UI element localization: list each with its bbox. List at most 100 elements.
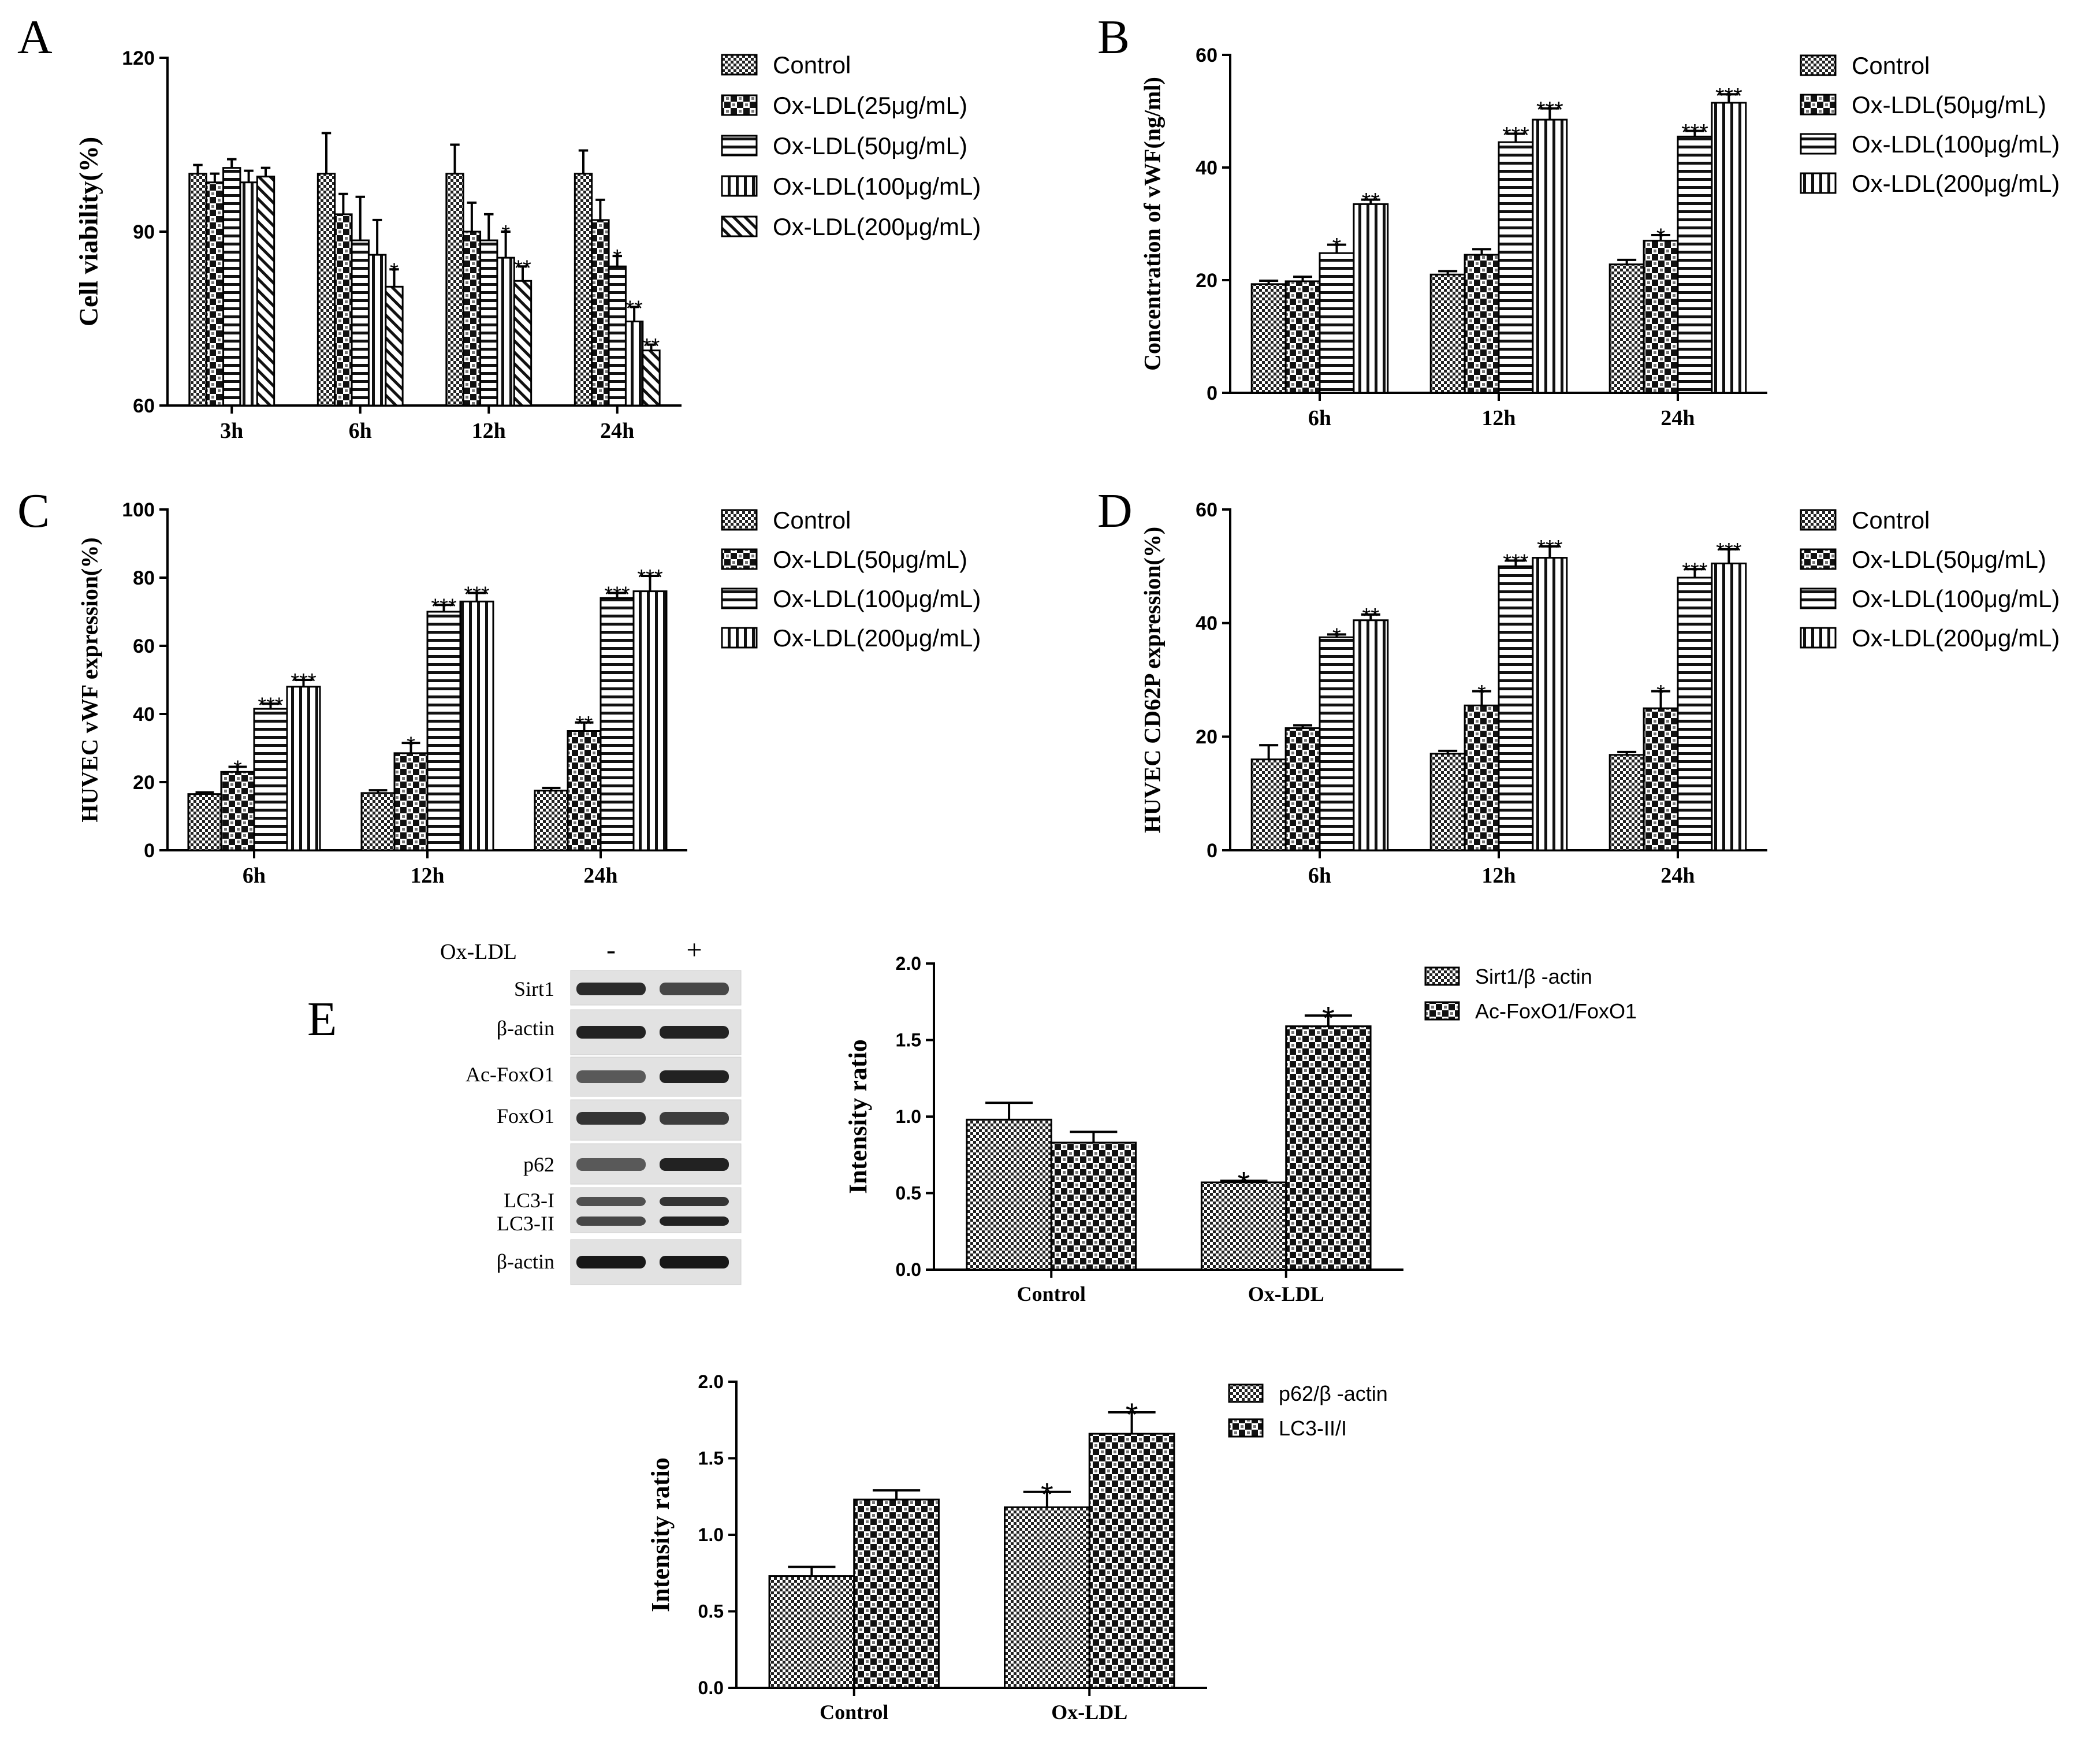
legend-swatch — [721, 135, 758, 157]
legend-label: LC3-II/I — [1279, 1416, 1347, 1440]
bar — [426, 611, 461, 851]
blot-band — [660, 1256, 729, 1268]
significance-marker: ** — [1362, 189, 1380, 214]
y-tick-label: 80 — [133, 567, 155, 589]
x-tick-label: 24h — [1660, 864, 1695, 888]
bar — [1284, 727, 1321, 851]
bar — [1250, 283, 1287, 394]
y-tick-label: 2.0 — [698, 1371, 724, 1392]
bar — [459, 600, 494, 851]
blot-row-label: LC3-II — [497, 1212, 554, 1235]
x-tick-label: 24h — [600, 419, 634, 443]
significance-marker: *** — [1537, 536, 1563, 560]
bar — [239, 181, 258, 407]
legend-label: Ac-FoxO1/FoxO1 — [1475, 999, 1637, 1023]
blot-band — [576, 1026, 646, 1039]
x-tick-label: Control — [820, 1701, 888, 1724]
blot-row-label: p62 — [523, 1153, 554, 1176]
bar — [1608, 263, 1645, 394]
legend-swatch — [1800, 509, 1837, 531]
significance-marker: * — [407, 732, 415, 757]
bar — [205, 181, 225, 407]
bar — [632, 590, 668, 851]
significance-marker: *** — [1715, 83, 1742, 109]
bar — [1608, 754, 1645, 851]
blot-band — [576, 1112, 646, 1125]
y-tick-label: 20 — [133, 772, 155, 794]
y-tick-label: 90 — [133, 221, 155, 243]
legend-swatch — [1800, 94, 1837, 116]
legend-label: Ox-LDL(50μg/mL) — [773, 132, 967, 159]
legend-swatch — [1800, 548, 1837, 570]
significance-marker: *** — [1681, 120, 1708, 146]
significance-marker: *** — [258, 693, 284, 717]
blot-band — [576, 1217, 646, 1226]
significance-marker: * — [1477, 681, 1486, 705]
legend-swatch — [1800, 54, 1837, 76]
bar — [385, 285, 404, 407]
significance-marker: ** — [576, 712, 593, 736]
legend-label: Sirt1/β -actin — [1475, 965, 1592, 988]
blot-band — [660, 1026, 729, 1039]
y-axis-label: HUVEC vWF expression(%) — [76, 537, 102, 822]
blot-band — [576, 983, 646, 995]
significance-marker: *** — [1682, 559, 1708, 583]
significance-marker: * — [1332, 624, 1341, 648]
bar — [222, 167, 241, 407]
bar — [220, 771, 255, 851]
legend-swatch — [721, 509, 758, 531]
bar — [1088, 1433, 1175, 1689]
bar — [360, 792, 396, 851]
bar — [479, 239, 498, 407]
blot-band — [576, 1197, 646, 1206]
y-tick-label: 20 — [1196, 270, 1217, 292]
significance-marker: *** — [604, 583, 630, 607]
bar — [1498, 565, 1534, 851]
significance-marker: * — [613, 245, 621, 270]
y-tick-label: 100 — [122, 499, 155, 521]
blot-row-label: FoxO1 — [497, 1104, 554, 1128]
blot-band — [660, 983, 729, 995]
bar — [1050, 1141, 1137, 1271]
bar — [1353, 619, 1389, 851]
blot-row-label: Sirt1 — [514, 977, 554, 1000]
bar — [966, 1118, 1052, 1271]
legend-label: Ox-LDL(50μg/mL) — [773, 546, 967, 573]
x-tick-label: Control — [1017, 1282, 1086, 1305]
y-tick-label: 0 — [1207, 840, 1217, 862]
legend-swatch — [1424, 966, 1460, 986]
blot-lane-sign: + — [686, 935, 702, 965]
bar — [1711, 562, 1747, 851]
legend-swatch — [1800, 172, 1837, 194]
bar — [1250, 758, 1287, 851]
significance-marker: *** — [1503, 550, 1529, 575]
bar — [567, 730, 602, 851]
x-tick-label: 3h — [220, 419, 243, 443]
bar — [1284, 280, 1321, 394]
legend-label: Control — [1852, 52, 1930, 79]
significance-marker: * — [233, 757, 242, 781]
legend-label: Ox-LDL(200μg/mL) — [773, 213, 981, 240]
bar — [1429, 273, 1466, 394]
bar — [188, 173, 207, 407]
x-tick-label: 12h — [1481, 406, 1516, 430]
legend-swatch — [1800, 133, 1837, 155]
panel-e-upper: E 0.0 0.5 1.0 1.5 2.0 Intensity ratio Control Ox… — [307, 953, 1637, 1305]
blot-lane-sign: - — [606, 935, 616, 965]
y-axis-label: Intensity ratio — [844, 1039, 872, 1194]
bar — [574, 173, 593, 407]
x-tick-label: Ox-LDL — [1051, 1701, 1127, 1724]
panel-e-lower: 0.0 0.5 1.0 1.5 2.0 Intensity ratio Control Ox-… — [646, 1371, 1388, 1724]
legend-swatch — [1228, 1383, 1264, 1403]
panel-letter: B — [1097, 10, 1130, 64]
x-tick-label: 12h — [1481, 864, 1516, 888]
y-tick-label: 60 — [1196, 44, 1217, 66]
bar — [1464, 254, 1500, 394]
blot-band — [576, 1070, 646, 1083]
significance-marker: * — [1322, 999, 1335, 1036]
